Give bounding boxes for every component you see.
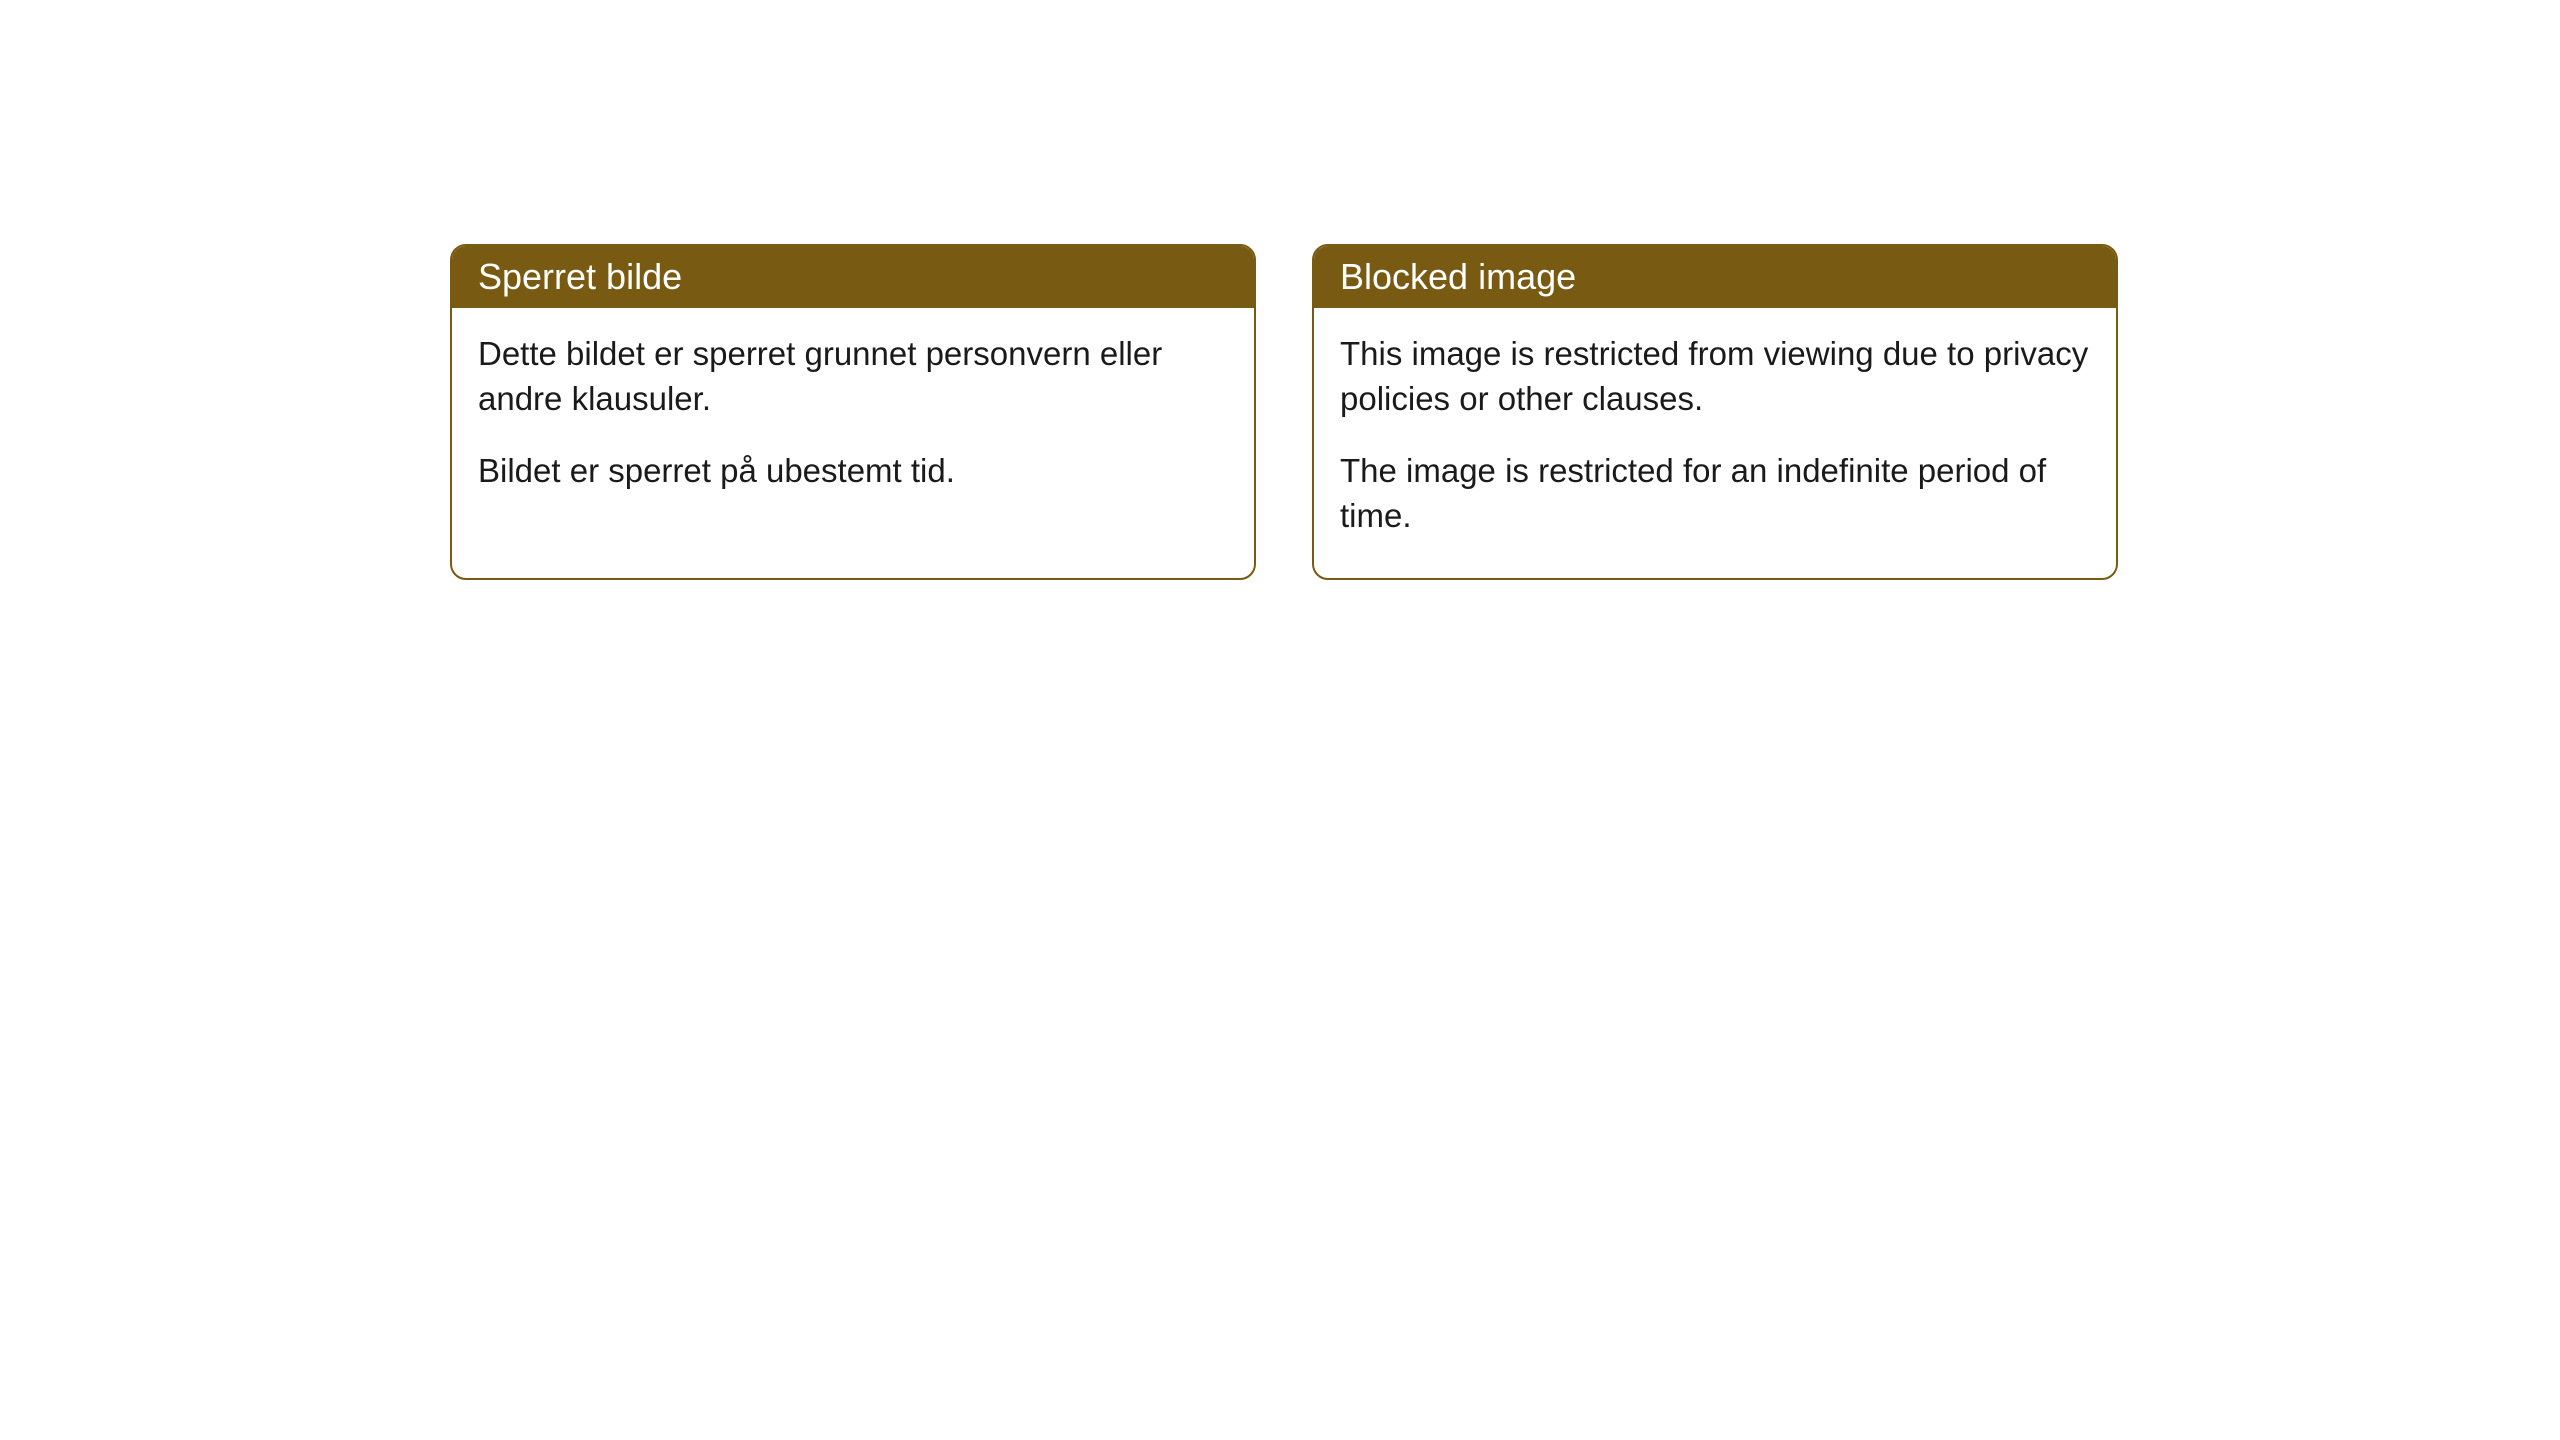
card-paragraph: Bildet er sperret på ubestemt tid.	[478, 449, 1228, 494]
notice-cards-container: Sperret bilde Dette bildet er sperret gr…	[450, 244, 2118, 580]
notice-card-english: Blocked image This image is restricted f…	[1312, 244, 2118, 580]
card-body: This image is restricted from viewing du…	[1314, 308, 2116, 578]
card-header: Sperret bilde	[452, 246, 1254, 308]
card-paragraph: The image is restricted for an indefinit…	[1340, 449, 2090, 538]
card-header: Blocked image	[1314, 246, 2116, 308]
card-body: Dette bildet er sperret grunnet personve…	[452, 308, 1254, 534]
card-paragraph: This image is restricted from viewing du…	[1340, 332, 2090, 421]
card-paragraph: Dette bildet er sperret grunnet personve…	[478, 332, 1228, 421]
notice-card-norwegian: Sperret bilde Dette bildet er sperret gr…	[450, 244, 1256, 580]
